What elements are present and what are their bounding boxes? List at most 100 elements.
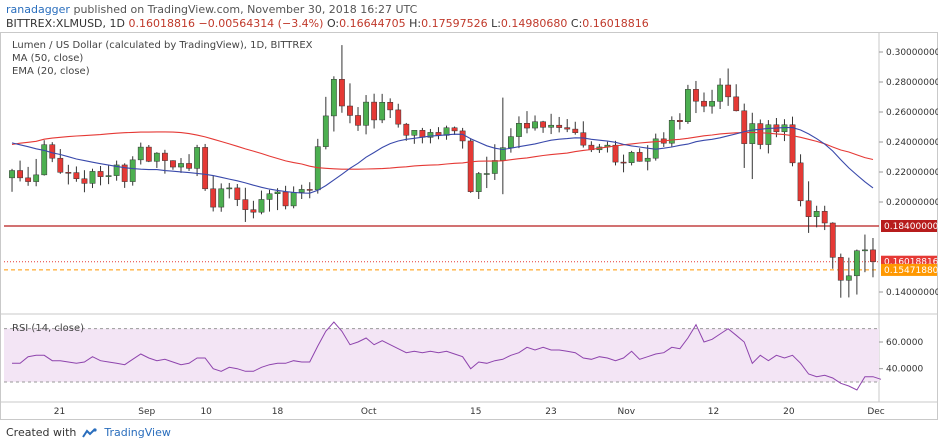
candle-body bbox=[475, 173, 482, 192]
price-level-label: 0.16018816 bbox=[884, 258, 938, 268]
x-tick-label: 12 bbox=[708, 407, 719, 417]
candle-body bbox=[161, 152, 168, 161]
candle-body bbox=[41, 144, 48, 176]
chart-title-legend: Lumen / US Dollar (calculated by Trading… bbox=[12, 40, 313, 51]
rsi-tick-label: 40.0000 bbox=[886, 365, 923, 375]
tradingview-link[interactable]: TradingView bbox=[104, 426, 171, 439]
candle-body bbox=[636, 152, 643, 162]
candle-body bbox=[717, 84, 724, 102]
candle-body bbox=[363, 101, 369, 126]
open-value: 0.16644705 bbox=[339, 17, 406, 30]
candle-body bbox=[81, 178, 88, 184]
candle-body bbox=[170, 160, 176, 168]
candle-body bbox=[379, 102, 386, 121]
x-tick-label: 15 bbox=[470, 407, 481, 417]
candle-body bbox=[218, 188, 225, 208]
candle-body bbox=[580, 132, 587, 146]
price-level-tag bbox=[881, 263, 937, 276]
high-label: H: bbox=[409, 17, 422, 30]
price-tick-label: 0.24000000 bbox=[886, 138, 938, 148]
price-tick-label: 0.22000000 bbox=[886, 168, 938, 178]
author-link[interactable]: ranadagger bbox=[6, 3, 70, 16]
close-value: 0.16018816 bbox=[582, 17, 649, 30]
publish-info: ranadagger published on TradingView.com,… bbox=[6, 3, 417, 16]
candle-body bbox=[9, 170, 15, 179]
candle-body bbox=[145, 146, 152, 162]
candle-body bbox=[89, 171, 96, 184]
candle-body bbox=[483, 173, 490, 175]
candle-body bbox=[355, 115, 361, 126]
candle-body bbox=[105, 175, 112, 177]
tradingview-logo-icon bbox=[82, 427, 98, 438]
rsi-band bbox=[4, 328, 879, 382]
candle-body bbox=[194, 147, 200, 169]
ema-legend: EMA (20, close) bbox=[12, 66, 90, 77]
candle-body bbox=[870, 249, 876, 262]
candle-body bbox=[186, 163, 192, 169]
open-label: O: bbox=[326, 17, 340, 30]
candle-body bbox=[25, 177, 32, 182]
candle-body bbox=[644, 157, 651, 162]
candle-body bbox=[403, 123, 410, 136]
candle-body bbox=[837, 257, 844, 281]
candle-body bbox=[427, 132, 434, 138]
candle-body bbox=[49, 144, 56, 159]
price-level-label: 0.18400000 bbox=[884, 222, 938, 232]
candle-body bbox=[153, 152, 160, 162]
candle-body bbox=[371, 101, 378, 121]
candle-body bbox=[226, 187, 233, 190]
x-tick-label: 10 bbox=[200, 407, 212, 417]
candle-body bbox=[57, 157, 64, 173]
candle-body bbox=[564, 127, 571, 130]
candle-body bbox=[395, 109, 402, 125]
ema-20-line bbox=[11, 127, 874, 194]
x-tick-label: Sep bbox=[138, 407, 155, 417]
ohlc-line: BITTREX:XLMUSD, 1D 0.16018816 −0.0056431… bbox=[6, 17, 649, 30]
candle-body bbox=[805, 200, 812, 217]
candle-body bbox=[290, 192, 297, 207]
candle-body bbox=[258, 199, 265, 213]
candle-body bbox=[234, 187, 241, 200]
candle-body bbox=[757, 123, 764, 145]
candle-body bbox=[797, 162, 804, 202]
low-label: L: bbox=[491, 17, 501, 30]
candle-body bbox=[73, 172, 80, 180]
ma-50-line bbox=[11, 131, 874, 170]
candle-body bbox=[749, 123, 756, 144]
price-chart[interactable]: 0.30000000 0.28000000 0.26000000 0.24000000… bbox=[0, 32, 938, 420]
price-tick-label: 0.14000000 bbox=[886, 288, 938, 298]
rsi-tick-label: 60.0000 bbox=[886, 338, 923, 348]
candle-body bbox=[242, 199, 249, 210]
x-tick-label: 20 bbox=[783, 407, 795, 417]
candle-body bbox=[821, 211, 828, 224]
close-label: C: bbox=[570, 17, 583, 30]
candle-body bbox=[628, 152, 635, 163]
candle-body bbox=[701, 100, 707, 107]
candle-body bbox=[524, 123, 530, 129]
candle-body bbox=[178, 163, 184, 168]
candle-body bbox=[65, 172, 72, 174]
candle-body bbox=[250, 209, 257, 213]
candle-body bbox=[443, 127, 450, 136]
candle-body bbox=[685, 89, 691, 122]
published-text: published on TradingView.com, November 3… bbox=[73, 3, 418, 16]
candle-body bbox=[347, 105, 353, 116]
x-tick-label: Oct bbox=[361, 407, 377, 417]
candle-body bbox=[725, 84, 732, 98]
candle-body bbox=[491, 160, 498, 174]
candle-body bbox=[765, 124, 772, 145]
candle-body bbox=[516, 123, 522, 137]
candle-body bbox=[274, 191, 281, 194]
price-tick-label: 0.26000000 bbox=[886, 108, 938, 118]
candle-body bbox=[668, 120, 675, 144]
candle-body bbox=[781, 124, 788, 133]
footer: Created with TradingView bbox=[6, 426, 171, 439]
candle-body bbox=[556, 124, 563, 128]
rsi-line bbox=[12, 321, 882, 391]
candle-body bbox=[97, 171, 104, 177]
candle-body bbox=[282, 191, 289, 207]
candle-body bbox=[813, 211, 820, 217]
chart-frame bbox=[0, 32, 938, 420]
candle-body bbox=[572, 128, 579, 133]
candle-body bbox=[266, 193, 273, 200]
